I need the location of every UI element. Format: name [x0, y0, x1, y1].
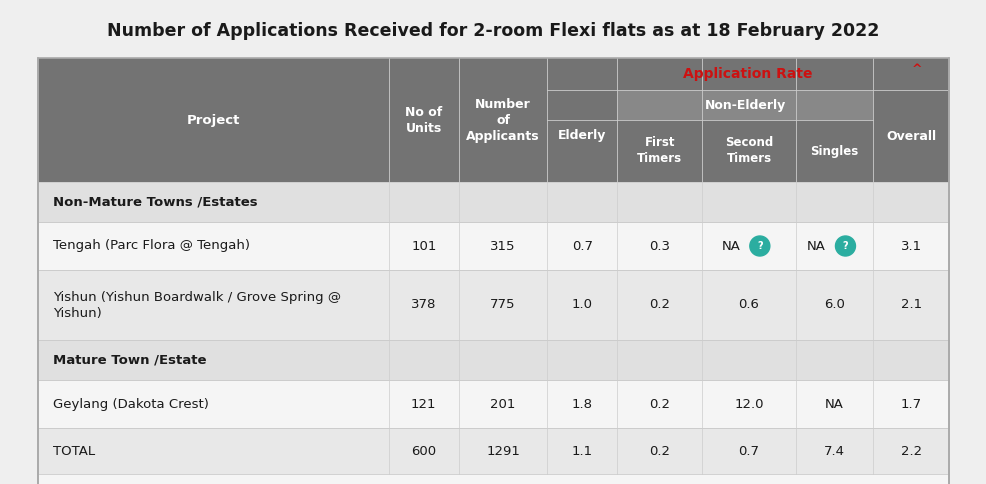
Text: 0.6: 0.6: [738, 299, 758, 312]
Text: 101: 101: [411, 240, 436, 253]
Text: 1.7: 1.7: [899, 397, 921, 410]
Text: 0.2: 0.2: [649, 444, 669, 457]
Text: 7.4: 7.4: [823, 444, 844, 457]
Text: Second
Timers: Second Timers: [724, 136, 772, 166]
Text: Non-Elderly: Non-Elderly: [704, 99, 785, 111]
Circle shape: [749, 236, 769, 256]
Text: 1291: 1291: [486, 444, 520, 457]
Text: 1.0: 1.0: [571, 299, 593, 312]
Text: Tengah (Parc Flora @ Tengah): Tengah (Parc Flora @ Tengah): [53, 240, 249, 253]
Bar: [38, 340, 948, 380]
Bar: [38, 428, 948, 474]
Text: 0.2: 0.2: [649, 397, 669, 410]
Text: 1.8: 1.8: [571, 397, 593, 410]
Text: NA: NA: [824, 397, 843, 410]
Text: Number
of
Applicants: Number of Applicants: [465, 97, 539, 142]
Bar: [617, 90, 873, 120]
Text: Number of Applications Received for 2-room Flexi flats as at 18 February 2022: Number of Applications Received for 2-ro…: [107, 22, 879, 40]
Text: ^: ^: [911, 63, 921, 76]
Text: No of
Units: No of Units: [405, 106, 442, 135]
Text: Mature Town /Estate: Mature Town /Estate: [53, 353, 206, 366]
Bar: [38, 58, 948, 182]
Text: Yishun (Yishun Boardwalk / Grove Spring @
Yishun): Yishun (Yishun Boardwalk / Grove Spring …: [53, 290, 340, 319]
Text: 600: 600: [411, 444, 436, 457]
Text: 315: 315: [490, 240, 516, 253]
Text: 378: 378: [411, 299, 436, 312]
Text: 1.1: 1.1: [571, 444, 593, 457]
Text: Singles: Singles: [810, 145, 858, 157]
Text: 12.0: 12.0: [734, 397, 763, 410]
Bar: [38, 270, 948, 340]
Text: First
Timers: First Timers: [637, 136, 681, 166]
Bar: [38, 182, 948, 222]
Text: Overall: Overall: [885, 130, 936, 142]
Text: Non-Mature Towns /Estates: Non-Mature Towns /Estates: [53, 196, 257, 209]
Text: 201: 201: [490, 397, 516, 410]
Text: 0.7: 0.7: [738, 444, 759, 457]
Text: 2.2: 2.2: [899, 444, 921, 457]
Text: ?: ?: [756, 241, 762, 251]
Text: Application Rate: Application Rate: [682, 67, 812, 81]
Text: ?: ?: [842, 241, 847, 251]
Text: 6.0: 6.0: [823, 299, 844, 312]
Bar: [38, 474, 948, 484]
Circle shape: [834, 236, 855, 256]
Text: NA: NA: [721, 240, 740, 253]
Text: NA: NA: [807, 240, 825, 253]
Text: 121: 121: [410, 397, 436, 410]
Text: 0.7: 0.7: [571, 240, 593, 253]
Text: Geylang (Dakota Crest): Geylang (Dakota Crest): [53, 397, 209, 410]
Text: 3.1: 3.1: [899, 240, 921, 253]
Text: 2.1: 2.1: [899, 299, 921, 312]
Text: 775: 775: [490, 299, 516, 312]
Text: 0.2: 0.2: [649, 299, 669, 312]
Bar: [38, 380, 948, 428]
Text: 0.3: 0.3: [649, 240, 669, 253]
Text: TOTAL: TOTAL: [53, 444, 95, 457]
Text: Project: Project: [186, 114, 240, 126]
Text: Elderly: Elderly: [557, 130, 605, 142]
Bar: [546, 58, 948, 90]
Bar: [38, 222, 948, 270]
